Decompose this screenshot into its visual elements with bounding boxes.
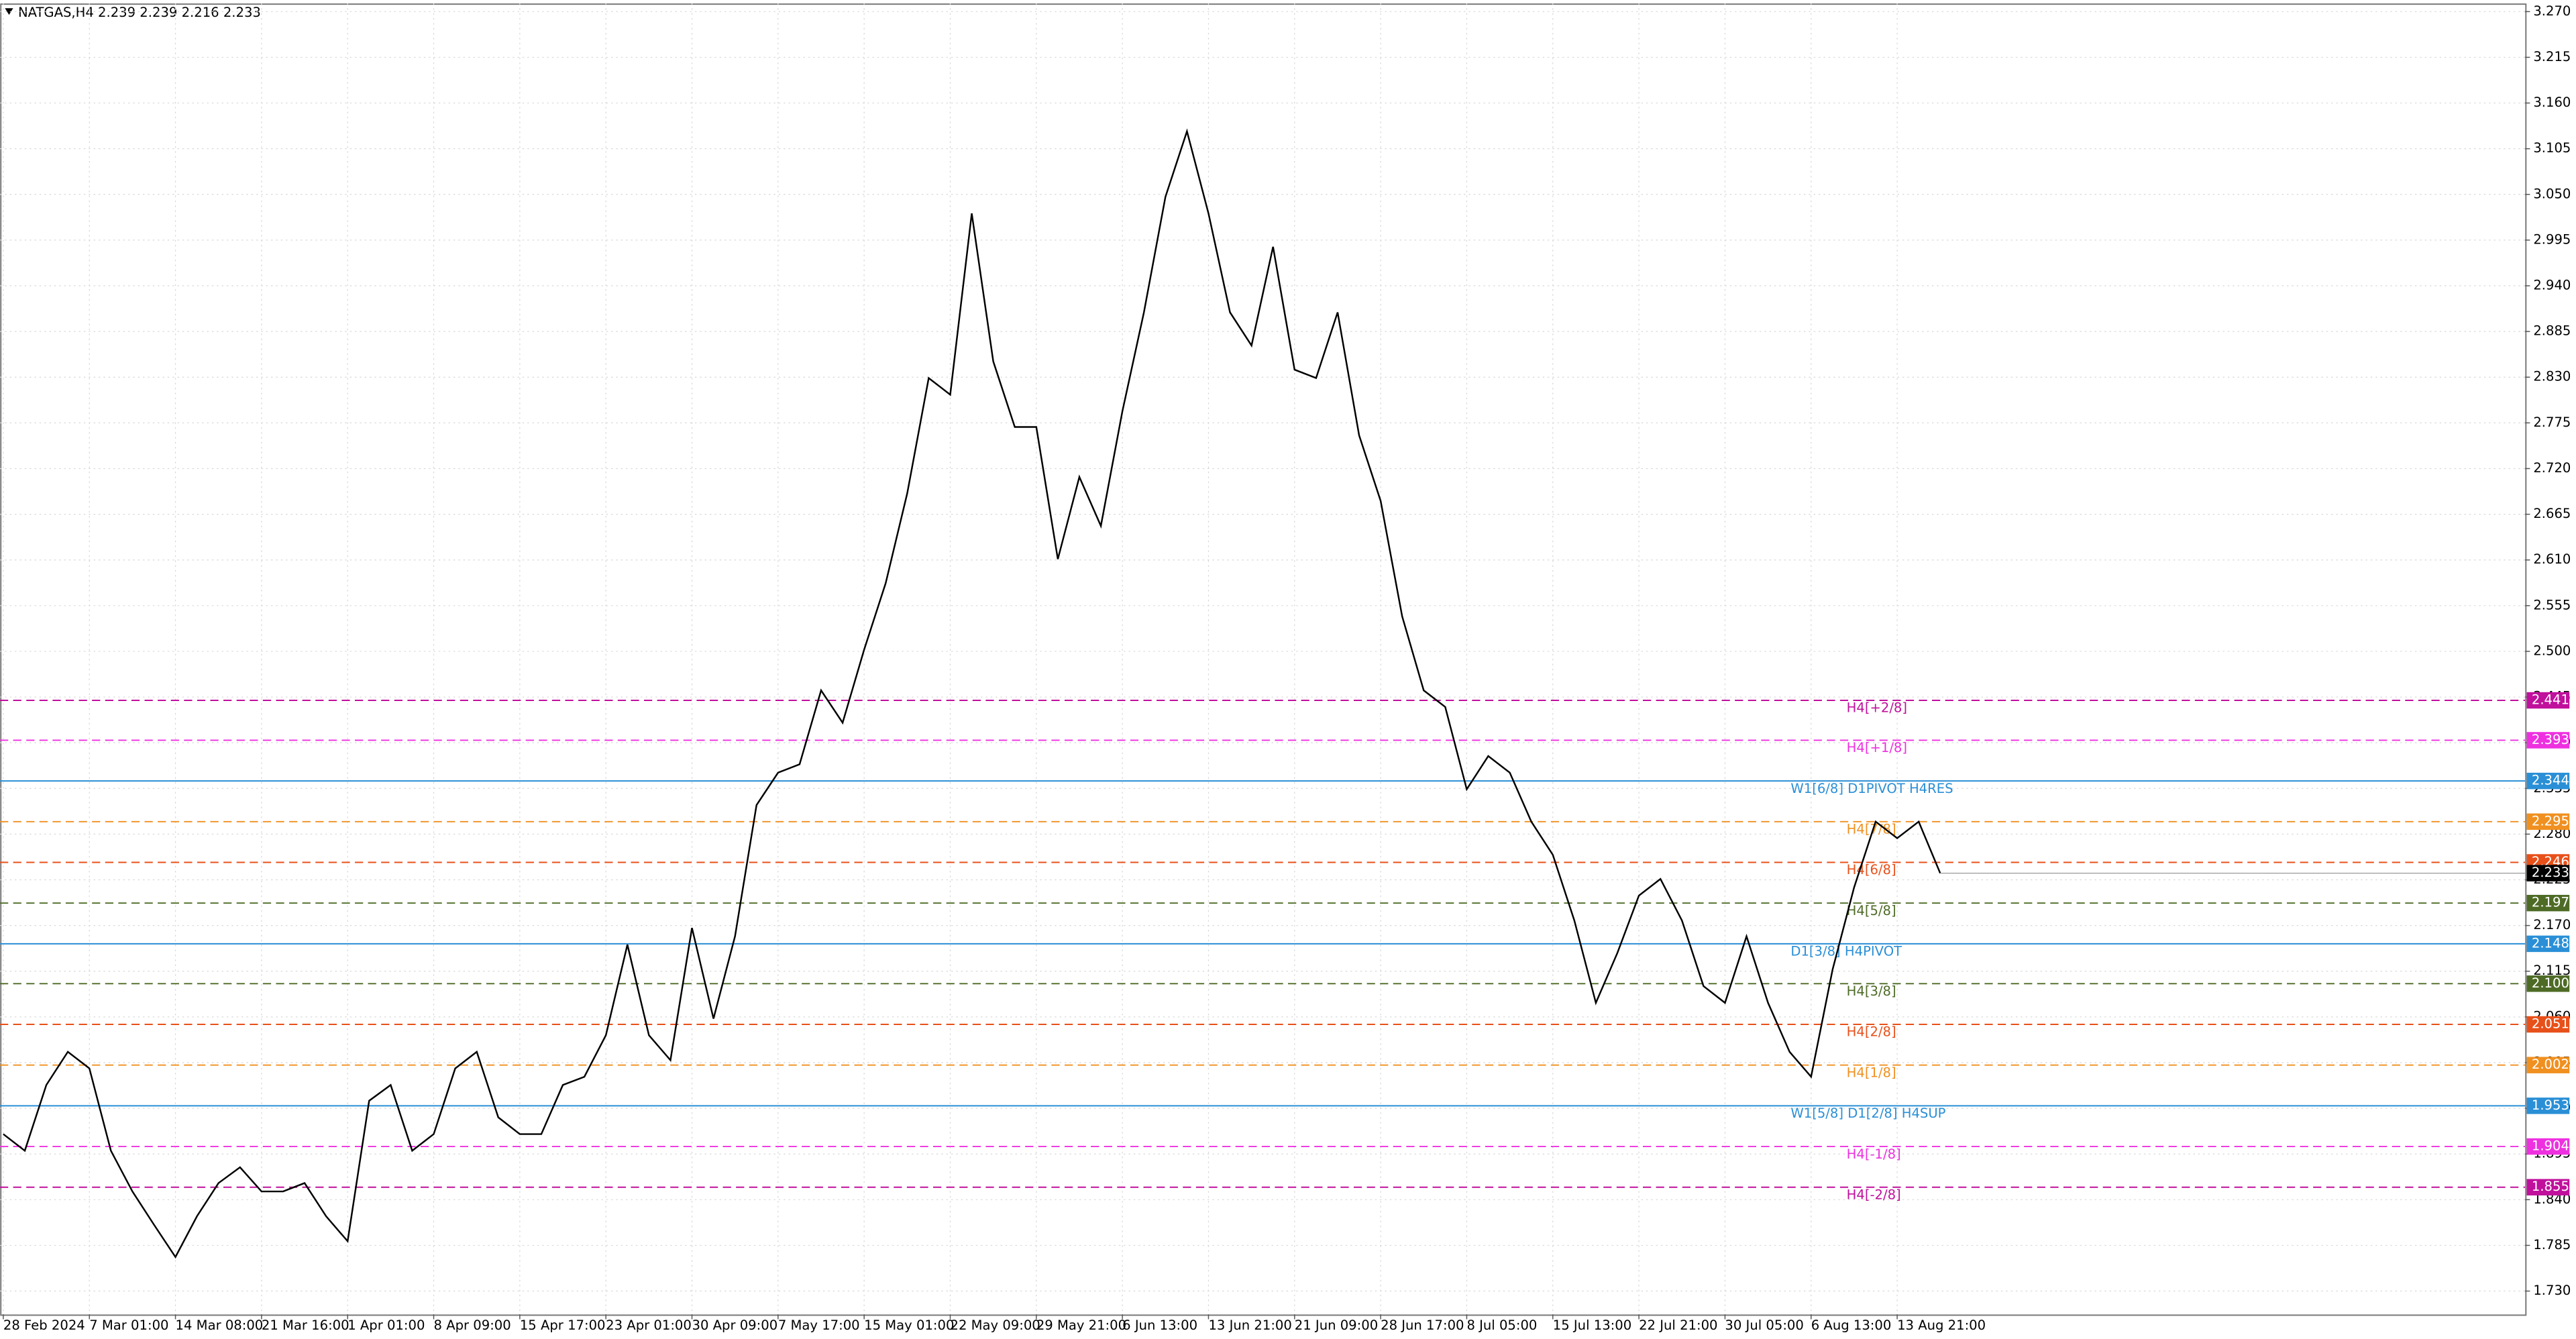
level-price-box — [2526, 1179, 2570, 1195]
level-price-label: 2.441 — [2532, 692, 2569, 708]
y-tick-label: 2.170 — [2533, 917, 2571, 932]
y-tick-label: 2.610 — [2533, 551, 2571, 567]
y-tick-label: 2.500 — [2533, 643, 2571, 658]
level-name: H4[-1/8] — [1847, 1146, 1901, 1162]
y-tick-label: 2.115 — [2533, 963, 2571, 978]
y-tick-label: 2.885 — [2533, 323, 2571, 339]
level-price-box — [2526, 692, 2570, 709]
level-price-box — [2526, 1138, 2570, 1155]
y-tick-label: 1.785 — [2533, 1237, 2571, 1252]
x-tick-label: 30 Apr 09:00 — [692, 1318, 778, 1333]
chart-header: NATGAS,H4 2.239 2.239 2.216 2.233 — [18, 5, 261, 20]
x-tick-label: 15 May 01:00 — [864, 1318, 954, 1333]
y-tick-label: 2.720 — [2533, 460, 2571, 476]
level-price-label: 2.393 — [2532, 732, 2569, 747]
level-name: H4[7/8] — [1847, 822, 1896, 837]
level-price-label: 2.148 — [2532, 935, 2569, 951]
level-price-box — [2526, 1057, 2570, 1073]
y-tick-label: 3.215 — [2533, 49, 2571, 64]
level-name: H4[2/8] — [1847, 1024, 1896, 1040]
y-tick-label: 2.995 — [2533, 231, 2571, 247]
x-tick-label: 29 May 21:00 — [1036, 1318, 1126, 1333]
price-line — [3, 128, 1941, 1259]
level-price-label: 1.904 — [2532, 1138, 2569, 1154]
level-name: H4[6/8] — [1847, 862, 1896, 877]
level-price-box — [2526, 732, 2570, 749]
level-name: H4[+1/8] — [1847, 740, 1907, 755]
level-price-box — [2526, 1097, 2570, 1114]
y-tick-label: 1.730 — [2533, 1283, 2571, 1298]
level-price-label: 2.100 — [2532, 975, 2569, 991]
level-price-label: 2.002 — [2532, 1057, 2569, 1072]
level-name: H4[3/8] — [1847, 983, 1896, 999]
level-price-label: 2.295 — [2532, 813, 2569, 828]
level-price-box — [2526, 772, 2570, 790]
y-tick-label: 2.830 — [2533, 369, 2571, 384]
level-price-box — [2526, 935, 2570, 953]
x-tick-label: 8 Jul 05:00 — [1466, 1318, 1537, 1333]
y-tick-label: 2.940 — [2533, 278, 2571, 293]
level-price-box — [2526, 975, 2570, 992]
level-price-box — [2526, 813, 2570, 831]
x-tick-label: 23 Apr 01:00 — [606, 1318, 692, 1333]
x-tick-label: 15 Apr 17:00 — [520, 1318, 606, 1333]
x-tick-label: 7 May 17:00 — [778, 1318, 860, 1333]
x-tick-label: 13 Aug 21:00 — [1897, 1318, 1986, 1333]
y-tick-label: 2.555 — [2533, 597, 2571, 612]
level-price-label: 2.344 — [2532, 773, 2569, 788]
x-tick-label: 28 Jun 17:00 — [1381, 1318, 1464, 1333]
level-price-box — [2526, 1016, 2570, 1033]
y-tick-label: 3.105 — [2533, 140, 2571, 156]
y-tick-label: 2.775 — [2533, 415, 2571, 430]
x-tick-label: 6 Aug 13:00 — [1811, 1318, 1892, 1333]
x-tick-label: 28 Feb 2024 — [3, 1318, 85, 1333]
level-price-label: 1.953 — [2532, 1097, 2569, 1113]
y-tick-label: 3.160 — [2533, 95, 2571, 110]
y-tick-label: 3.270 — [2533, 3, 2571, 19]
x-tick-label: 22 May 09:00 — [950, 1318, 1040, 1333]
level-name: D1[3/8] H4PIVOT — [1790, 944, 1902, 959]
x-tick-label: 15 Jul 13:00 — [1553, 1318, 1631, 1333]
x-tick-label: 21 Mar 16:00 — [262, 1318, 350, 1333]
x-tick-label: 22 Jul 21:00 — [1639, 1318, 1717, 1333]
header-arrow — [5, 8, 13, 15]
level-name: H4[-2/8] — [1847, 1187, 1901, 1202]
plot-frame — [0, 3, 2527, 1316]
level-name: H4[5/8] — [1847, 903, 1896, 918]
x-tick-label: 13 Jun 21:00 — [1208, 1318, 1291, 1333]
level-name: W1[6/8] D1PIVOT H4RES — [1790, 781, 1953, 796]
y-tick-label: 3.050 — [2533, 186, 2571, 201]
x-tick-label: 14 Mar 08:00 — [176, 1318, 264, 1333]
level-name: W1[5/8] D1[2/8] H4SUP — [1790, 1106, 1945, 1121]
last-price-label: 2.233 — [2532, 865, 2569, 880]
level-name: H4[1/8] — [1847, 1065, 1896, 1080]
y-tick-label: 2.665 — [2533, 506, 2571, 521]
x-tick-label: 6 Jun 13:00 — [1122, 1318, 1197, 1333]
x-tick-label: 21 Jun 09:00 — [1295, 1318, 1378, 1333]
x-tick-label: 7 Mar 01:00 — [89, 1318, 168, 1333]
level-price-label: 2.051 — [2532, 1016, 2569, 1032]
level-name: H4[+2/8] — [1847, 700, 1907, 716]
level-price-label: 1.855 — [2532, 1179, 2569, 1194]
level-price-label: 2.197 — [2532, 895, 2569, 910]
last-price-box — [2526, 865, 2570, 881]
x-tick-label: 1 Apr 01:00 — [347, 1318, 425, 1333]
level-price-box — [2526, 894, 2570, 912]
x-tick-label: 8 Apr 09:00 — [434, 1318, 511, 1333]
x-tick-label: 30 Jul 05:00 — [1725, 1318, 1803, 1333]
